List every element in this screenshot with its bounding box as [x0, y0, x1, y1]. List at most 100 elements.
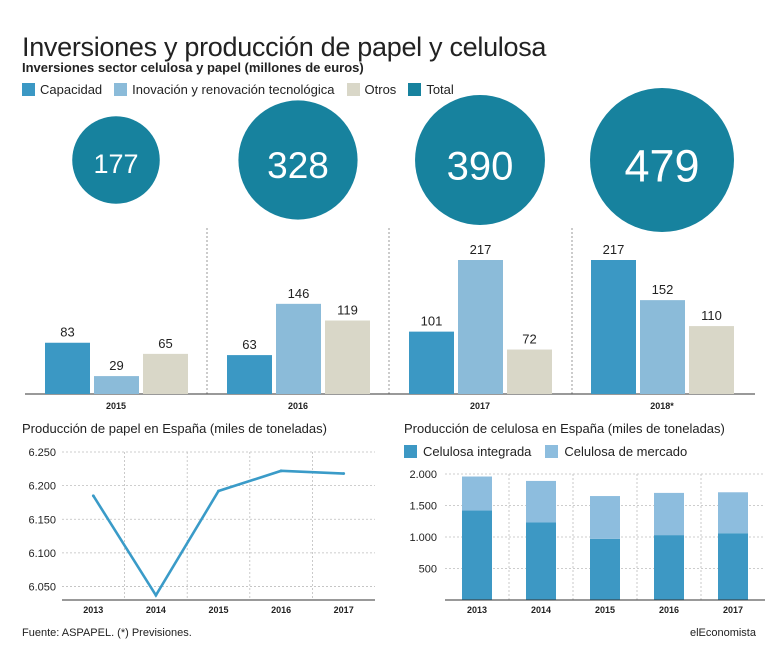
line-point	[91, 494, 95, 498]
stacked-bar-segment	[462, 510, 492, 600]
bar	[227, 355, 272, 394]
bar	[45, 342, 90, 394]
stacked-bar-segment	[462, 476, 492, 511]
pulp-stacked-bar-chart: 500 1.000 1.500 2.000 2013 2014 2015 2016 2017	[409, 469, 765, 615]
brand-name: elEconomista	[689, 627, 756, 639]
stacked-bar-segment	[526, 480, 556, 523]
bar	[640, 300, 685, 394]
line-point	[217, 489, 220, 493]
bar-value-label: 65	[158, 336, 172, 351]
legend-swatch-innovacion	[114, 83, 128, 96]
stacked-bar-segment	[590, 496, 620, 539]
investment-chart: 177 83 29 65 2015 328 63 146 119 2016 390 101 217 72 2…	[25, 88, 755, 411]
y-tick-label: 6.200	[28, 481, 56, 493]
bar	[458, 260, 503, 394]
bar	[689, 326, 734, 394]
bar	[143, 353, 188, 394]
paper-chart-title: Producción de papel en España (miles de …	[22, 421, 327, 436]
bar-value-label: 72	[522, 332, 536, 347]
bar	[94, 376, 139, 394]
x-tick-label: 2018*	[650, 401, 674, 411]
y-tick-label: 6.250	[28, 447, 56, 459]
legend-swatch-total	[408, 83, 422, 96]
x-tick-label: 2016	[271, 605, 291, 615]
y-tick-label: 6.050	[28, 582, 56, 594]
stacked-bar-segment	[718, 533, 748, 600]
x-tick-label: 2015	[208, 605, 228, 615]
legend-swatch-otros	[346, 83, 360, 96]
investment-legend: Capacidad Inovación y renovación tecnoló…	[22, 82, 466, 97]
y-tick-label: 1.500	[409, 501, 437, 513]
x-tick-label: 2014	[146, 605, 166, 615]
stacked-bar-segment	[590, 538, 620, 600]
x-tick-label: 2015	[106, 401, 126, 411]
investment-subtitle: Inversiones sector celulosa y papel (mil…	[22, 60, 364, 75]
stacked-bar-segment	[526, 522, 556, 600]
paper-line-chart: 6.050 6.100 6.150 6.200 6.250 2013 2014 2015 201…	[28, 447, 375, 615]
total-value-label: 479	[624, 141, 699, 192]
bar-value-label: 83	[60, 325, 74, 340]
x-tick-label: 2016	[288, 401, 308, 411]
bar	[409, 331, 454, 394]
legend-item-total: Total	[408, 82, 454, 97]
bar-value-label: 29	[109, 358, 123, 373]
bar-value-label: 217	[603, 242, 625, 257]
page-title: Inversiones y producción de papel y celu…	[22, 32, 547, 62]
legend-item-capacidad: Capacidad	[22, 82, 102, 97]
bar-value-label: 217	[470, 242, 492, 257]
legend-label-capacidad: Capacidad	[40, 82, 103, 97]
line-point	[154, 593, 158, 597]
legend-label-total: Total	[426, 82, 454, 97]
bar	[325, 320, 370, 394]
x-tick-label: 2016	[659, 605, 679, 615]
stacked-bar-segment	[654, 492, 684, 536]
x-tick-label: 2013	[83, 605, 103, 615]
x-tick-label: 2014	[531, 605, 551, 615]
total-bubble	[415, 95, 545, 225]
legend-label-otros: Otros	[364, 82, 397, 97]
total-bubble	[72, 116, 160, 204]
x-tick-label: 2015	[595, 605, 615, 615]
legend-label-innovacion: Inovación y renovación tecnológica	[132, 82, 335, 97]
stacked-bar-segment	[654, 535, 684, 600]
legend-item-innovacion: Inovación y renovación tecnológica	[114, 82, 335, 97]
pulp-chart-title: Producción de celulosa en España (miles …	[404, 421, 725, 436]
legend-swatch-capacidad	[22, 83, 35, 96]
total-bubble	[590, 88, 734, 232]
x-tick-label: 2017	[334, 605, 354, 615]
total-bubble	[238, 100, 358, 220]
legend-item-otros: Otros	[346, 82, 397, 97]
bar-value-label: 110	[701, 308, 722, 323]
stacked-bar-segment	[718, 492, 748, 534]
legend-swatch-celulosa-mercado	[545, 445, 559, 458]
y-tick-label: 6.100	[28, 548, 56, 560]
total-value-label: 390	[447, 144, 514, 188]
total-value-label: 177	[93, 149, 138, 179]
bar-value-label: 119	[337, 303, 358, 318]
legend-label-celulosa-integrada: Celulosa integrada	[423, 444, 532, 459]
bar	[276, 303, 321, 394]
bar	[507, 349, 552, 394]
legend-swatch-celulosa-integrada	[404, 445, 417, 458]
source-note: Fuente: ASPAPEL. (*) Previsiones.	[22, 627, 192, 639]
bar-value-label: 146	[288, 286, 310, 301]
y-tick-label: 1.000	[409, 532, 437, 544]
y-tick-label: 6.150	[28, 514, 56, 526]
legend-item-celulosa-integrada: Celulosa integrada	[404, 444, 531, 459]
x-tick-label: 2017	[470, 401, 490, 411]
x-tick-label: 2013	[467, 605, 487, 615]
paper-production-line	[92, 469, 344, 598]
pulp-legend: Celulosa integrada Celulosa de mercado	[404, 444, 701, 459]
total-value-label: 328	[267, 145, 329, 186]
line-point	[342, 472, 346, 475]
y-tick-label: 2.000	[409, 469, 437, 481]
legend-item-celulosa-mercado: Celulosa de mercado	[545, 444, 687, 459]
bar	[591, 260, 636, 394]
bar-value-label: 152	[652, 282, 674, 297]
bar-value-label: 63	[242, 337, 256, 352]
legend-label-celulosa-mercado: Celulosa de mercado	[564, 444, 688, 459]
x-tick-label: 2017	[723, 605, 743, 615]
y-tick-label: 500	[419, 564, 437, 576]
line-point	[279, 469, 283, 473]
